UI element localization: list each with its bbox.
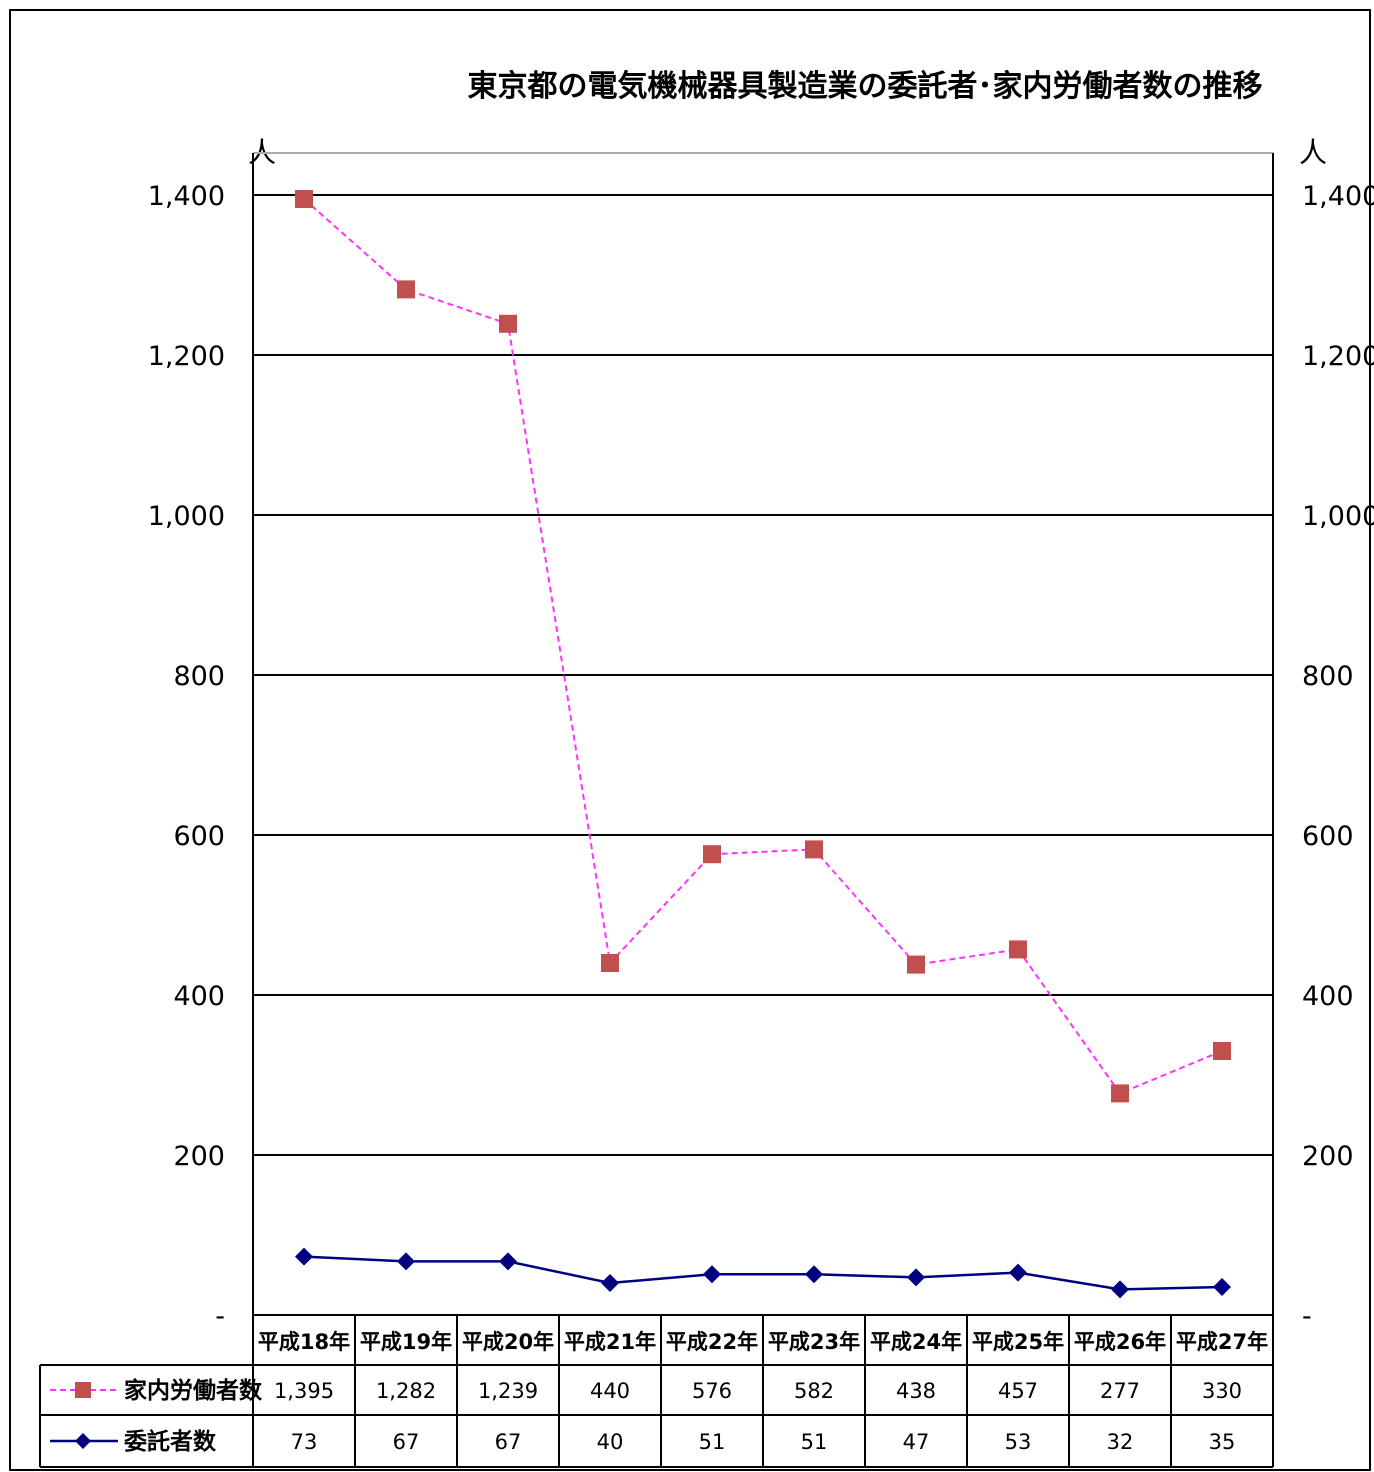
y-tick-label-right: 1,000: [1302, 501, 1374, 532]
data-point: [397, 280, 415, 299]
y-tick-label-right: 200: [1302, 1141, 1354, 1172]
x-tick-label: 平成26年: [1074, 1330, 1166, 1354]
legend-label: 委託者数: [123, 1428, 217, 1455]
data-point: [499, 1252, 517, 1271]
data-point: [907, 1268, 925, 1287]
data-point: [1009, 940, 1027, 959]
y-tick-label-left: -: [215, 1301, 225, 1332]
data-point: [295, 190, 313, 208]
x-tick-label: 平成19年: [360, 1330, 452, 1354]
x-tick-label: 平成21年: [564, 1330, 656, 1354]
y-tick-label-right: 400: [1302, 981, 1354, 1012]
data-label: 51: [801, 1430, 828, 1454]
data-label: 582: [794, 1379, 834, 1403]
data-point: [1111, 1084, 1129, 1103]
legend-marker: [75, 1382, 91, 1398]
data-label: 438: [896, 1379, 936, 1403]
data-label: 53: [1005, 1430, 1032, 1454]
data-point: [397, 1252, 415, 1271]
data-point: [1111, 1280, 1129, 1299]
data-table: 平成18年 平成19年 平成20年 平成21年 平成22年 平成23年 平成24年 平成25年…: [39, 1314, 1274, 1468]
y-tick-label-right: 1,400: [1302, 181, 1374, 212]
x-tick-label: 平成20年: [462, 1330, 554, 1354]
data-label: 47: [903, 1430, 930, 1454]
y-tick-label-right: -: [1302, 1301, 1312, 1332]
y-axis-left: - 200 400 600 800 1,000 1,200 1,400: [148, 181, 225, 1332]
data-point: [805, 840, 823, 859]
series-line: [303, 1255, 1223, 1291]
y-tick-label-left: 1,200: [148, 341, 225, 372]
y-tick-label-left: 200: [173, 1141, 225, 1172]
data-label: 51: [699, 1430, 726, 1454]
data-label: 457: [998, 1379, 1038, 1403]
data-label: 35: [1209, 1430, 1236, 1454]
data-label: 1,395: [274, 1379, 334, 1403]
y-tick-label-left: 1,000: [148, 501, 225, 532]
data-label: 67: [393, 1430, 420, 1454]
y-unit-right: 人: [1299, 136, 1327, 169]
legend-marker: [75, 1433, 91, 1449]
x-tick-label: 平成25年: [972, 1330, 1064, 1354]
data-point: [1009, 1263, 1027, 1282]
data-label: 330: [1202, 1379, 1242, 1403]
y-tick-label-right: 600: [1302, 821, 1354, 852]
legend-label: 家内労働者数: [124, 1377, 263, 1404]
data-point: [907, 955, 925, 974]
y-axis-right: - 200 400 600 800 1,000 1,200 1,400: [1302, 181, 1374, 1332]
data-point: [1213, 1278, 1231, 1296]
y-tick-label-left: 800: [173, 661, 225, 692]
chart-title: 東京都の電気機械器具製造業の委託者･家内労働者数の推移: [468, 69, 1263, 104]
data-point: [805, 1265, 823, 1284]
data-point: [601, 954, 619, 972]
y-tick-label-left: 1,400: [148, 181, 225, 212]
data-point: [1213, 1042, 1231, 1060]
y-tick-label-right: 1,200: [1302, 341, 1374, 372]
gridlines: [252, 152, 1274, 1315]
x-tick-label: 平成23年: [768, 1330, 860, 1354]
data-label: 440: [590, 1379, 630, 1403]
data-label: 73: [291, 1430, 318, 1454]
data-point: [703, 845, 721, 864]
data-label: 576: [692, 1379, 732, 1403]
data-point: [601, 1274, 619, 1292]
x-tick-label: 平成22年: [666, 1330, 758, 1354]
y-tick-label-left: 400: [173, 981, 225, 1012]
data-label: 1,282: [376, 1379, 436, 1403]
outer-frame: [9, 9, 1371, 1471]
data-label: 40: [597, 1430, 624, 1454]
x-tick-label: 平成24年: [870, 1330, 962, 1354]
data-label: 32: [1107, 1430, 1134, 1454]
x-tick-label: 平成18年: [258, 1330, 350, 1354]
y-tick-label-left: 600: [173, 821, 225, 852]
data-point: [295, 1247, 313, 1266]
data-label: 1,239: [478, 1379, 538, 1403]
plot-series: [295, 190, 1231, 1299]
data-label: 67: [495, 1430, 522, 1454]
y-tick-label-right: 800: [1302, 661, 1354, 692]
data-point: [499, 314, 517, 333]
data-label: 277: [1100, 1379, 1140, 1403]
series-line: [303, 198, 1223, 1095]
data-point: [703, 1265, 721, 1284]
x-tick-label: 平成27年: [1176, 1330, 1268, 1354]
